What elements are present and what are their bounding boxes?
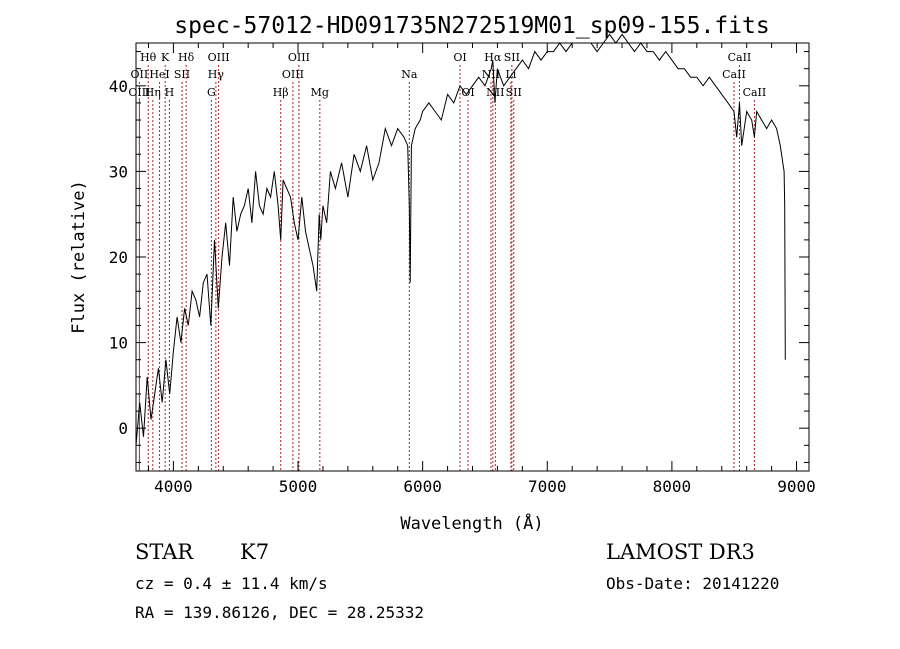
marker-label-27: CaII [743, 86, 767, 99]
marker-label-3: K [161, 51, 170, 64]
marker-label-22: SII [504, 51, 520, 64]
marker-label-13: OIII [288, 51, 310, 64]
chart-title: spec-57012-HD091735N272519M01_sp09-155.f… [174, 13, 769, 39]
marker-label-19: Hα [484, 51, 502, 64]
x-axis-ticks: 4000 5000 6000 7000 8000 9000 [147, 43, 816, 496]
y-tick-label-1: 10 [109, 334, 128, 353]
marker-label-15: Mg [311, 86, 329, 99]
x-tick-label-4: 8000 [653, 477, 692, 496]
y-axis-label: Flux (relative) [69, 180, 89, 334]
x-tick-label-0: 4000 [154, 477, 193, 496]
plot-frame [135, 42, 810, 472]
marker-label-5: Hη [145, 86, 161, 99]
object-class: STAR [135, 540, 194, 564]
x-tick-label-5: 9000 [777, 477, 816, 496]
x-axis-label: Wavelength (Å) [400, 512, 543, 534]
obs-date: Obs-Date: 20141220 [606, 574, 780, 593]
marker-label-14: OIII [282, 68, 304, 81]
spectrum-line [135, 33, 786, 446]
marker-label-7: SII [174, 68, 190, 81]
marker-label-12: Hβ [273, 86, 289, 99]
survey-name: LAMOST DR3 [606, 540, 755, 564]
spectral-subclass: K7 [240, 540, 270, 564]
y-axis-ticks: 0 10 20 30 40 [109, 51, 809, 463]
marker-label-9: OIII [208, 51, 230, 64]
coordinates: RA = 139.86126, DEC = 28.25332 [135, 603, 424, 622]
marker-label-23: Li [505, 68, 516, 81]
y-tick-label-3: 30 [109, 162, 128, 181]
y-tick-label-0: 0 [118, 419, 128, 438]
marker-label-16: Na [401, 68, 418, 81]
marker-label-11: G [207, 86, 216, 99]
x-tick-label-2: 6000 [403, 477, 442, 496]
marker-label-0: Hθ [140, 51, 157, 64]
redshift-text: cz = 0.4 ± 11.4 km/s [135, 574, 328, 593]
x-tick-label-1: 5000 [279, 477, 318, 496]
line-markers: Hθ OII OIII K HeI Hη H SII Hδ OIII Hγ G Hβ OIII OIII Mg… [128, 51, 766, 471]
y-tick-label-2: 20 [109, 248, 128, 267]
marker-label-20: NII [482, 68, 500, 81]
y-tick-label-4: 40 [109, 77, 128, 96]
marker-label-1: OII [131, 68, 149, 81]
marker-label-17: OI [453, 51, 466, 64]
marker-label-26: CaII [722, 68, 746, 81]
marker-label-24: SII [506, 86, 522, 99]
marker-label-10: Hγ [208, 68, 225, 81]
x-tick-label-3: 7000 [528, 477, 567, 496]
marker-label-2: OIII [128, 86, 150, 99]
marker-label-4: HeI [149, 68, 169, 81]
marker-label-6: H [165, 86, 175, 99]
marker-label-25: CaII [728, 51, 752, 64]
marker-label-8: Hδ [178, 51, 195, 64]
